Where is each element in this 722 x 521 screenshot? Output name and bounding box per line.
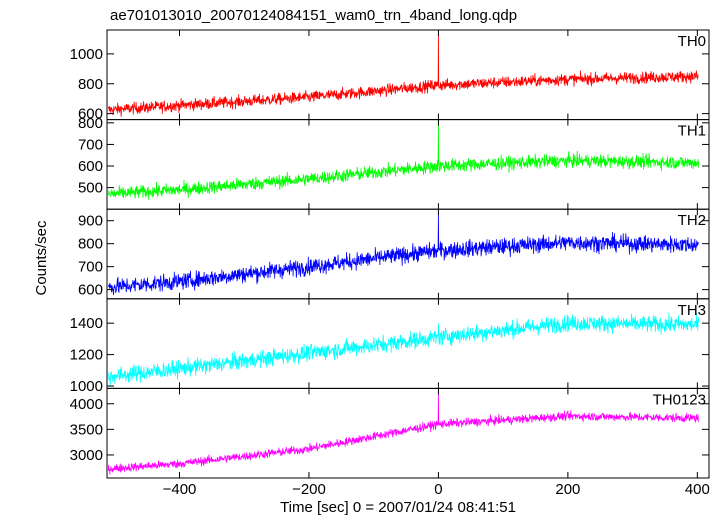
y-tick-label: 800 — [78, 236, 103, 253]
y-tick-label: 600 — [78, 106, 103, 123]
y-tick-label: 600 — [78, 282, 103, 299]
x-tick-label: 400 — [685, 481, 710, 498]
panel-th0: 600 800 1000 TH0 — [70, 29, 710, 123]
panel-th0123: 3000 3500 4000 TH0123 — [70, 387, 710, 479]
y-tick-label: 1400 — [70, 315, 103, 332]
series-line-th2 — [107, 212, 699, 296]
y-axis-label: Counts/sec — [33, 220, 50, 296]
panel-label: TH2 — [678, 212, 706, 229]
panel-th1: 500 600 700 800 TH1 — [78, 115, 710, 210]
y-tick-label: 1000 — [70, 46, 103, 63]
y-tick-label: 600 — [78, 158, 103, 175]
x-tick-label: −200 — [292, 481, 326, 498]
panel-label: TH0 — [678, 33, 706, 50]
panel-frame — [106, 387, 710, 479]
series-line-th0 — [107, 32, 699, 117]
y-tick-label: 700 — [78, 136, 103, 153]
panel-label: TH1 — [678, 123, 706, 140]
y-tick-label: 3500 — [70, 421, 103, 438]
y-tick-label: 800 — [78, 76, 103, 93]
y-tick-label: 1200 — [70, 347, 103, 364]
series-line-th0123 — [107, 392, 699, 475]
x-tick-label: 200 — [555, 481, 580, 498]
y-tick-label: 3000 — [70, 447, 103, 464]
panel-label: TH3 — [678, 302, 706, 319]
y-tick-label: 800 — [78, 115, 103, 132]
y-tick-label: 900 — [78, 213, 103, 230]
panel-frame — [106, 119, 710, 210]
x-axis-label: Time [sec] 0 = 2007/01/24 08:41:51 — [280, 499, 516, 516]
panel-th2: 600 700 800 900 TH2 — [78, 208, 710, 300]
y-tick-label: 700 — [78, 259, 103, 276]
panel-label: TH0123 — [653, 391, 706, 408]
x-tick-label: 0 — [434, 481, 442, 498]
series-line-th1 — [107, 119, 699, 200]
y-tick-label: 500 — [78, 180, 103, 197]
y-tick-label: 4000 — [70, 396, 103, 413]
y-tick-label: 1000 — [70, 378, 103, 395]
panel-th3: 1000 1200 1400 TH3 — [70, 298, 710, 395]
chart-title: ae701013010_20070124084151_wam0_trn_4ban… — [110, 7, 517, 24]
series-line-th3 — [107, 312, 699, 387]
x-tick-label: −400 — [163, 481, 197, 498]
